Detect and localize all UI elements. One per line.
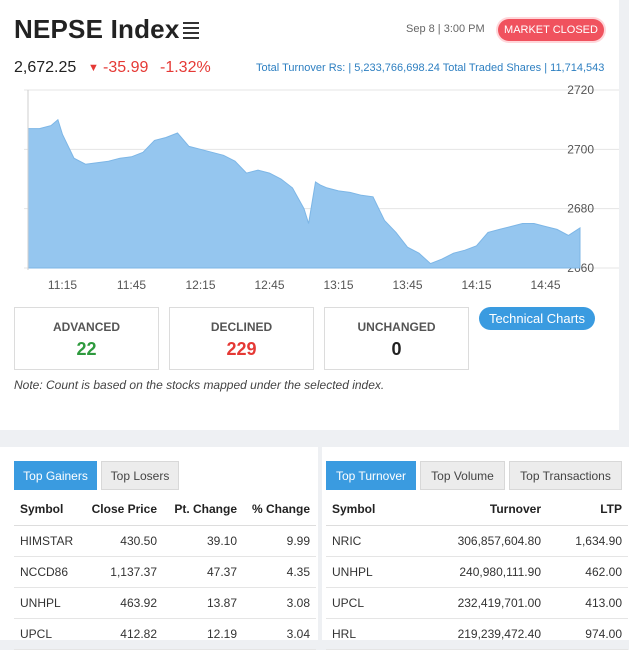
x-tick-label: 12:15 [185,278,215,292]
x-tick-label: 13:45 [392,278,422,292]
menu-icon[interactable] [183,22,199,39]
pct-change-cell: 4.35 [237,556,316,588]
y-tick-label: 2700 [567,142,594,156]
table-row[interactable]: HRL 219,239,472.40 974.00 [326,618,628,650]
turnover-cell: 240,980,111.90 [396,556,541,588]
symbol-cell[interactable]: UNHPL [326,556,396,588]
x-tick-label: 14:15 [461,278,491,292]
index-card: NEPSE Index Sep 8 | 3:00 PM MARKET CLOSE… [0,0,619,430]
turnover-table: Symbol Turnover LTP NRIC 306,857,604.80 … [326,493,628,650]
ltp-cell: 462.00 [541,556,628,588]
ltp-cell: 974.00 [541,618,628,650]
tab-top-volume[interactable]: Top Volume [420,461,505,490]
table-row[interactable]: NCCD86 1,137.37 47.37 4.35 [14,556,316,588]
col-symbol: Symbol [14,493,81,526]
col-symbol: Symbol [326,493,396,526]
turnover-cell: 306,857,604.80 [396,525,541,557]
turnover-summary: Total Turnover Rs: | 5,233,766,698.24 To… [256,62,605,74]
symbol-cell[interactable]: HRL [326,618,396,650]
declined-label: DECLINED [210,320,273,334]
x-tick-label: 13:15 [323,278,353,292]
unchanged-value: 0 [391,339,402,359]
table-header-row: Symbol Close Price Pt. Change % Change [14,493,316,526]
close-price-cell: 430.50 [81,525,157,557]
index-area-series [27,118,581,269]
count-note: Note: Count is based on the stocks mappe… [14,378,385,392]
pt-change-cell: 12.19 [157,618,237,650]
tab-top-transactions[interactable]: Top Transactions [509,461,622,490]
table-row[interactable]: UPCL 232,419,701.00 413.00 [326,587,628,619]
table-row[interactable]: UNHPL 240,980,111.90 462.00 [326,556,628,588]
pt-change-cell: 39.10 [157,525,237,557]
index-value: 2,672.25 [14,59,77,76]
turnover-cell: 219,239,472.40 [396,618,541,650]
symbol-cell[interactable]: UNHPL [14,587,81,619]
col-pct-change: % Change [237,493,316,526]
col-turnover: Turnover [396,493,541,526]
ltp-cell: 413.00 [541,587,628,619]
table-row[interactable]: UNHPL 463.92 13.87 3.08 [14,587,316,619]
table-row[interactable]: NRIC 306,857,604.80 1,634.90 [326,525,628,557]
pct-change-cell: 3.04 [237,618,316,650]
advanced-label: ADVANCED [52,320,121,334]
date-time: Sep 8 | 3:00 PM [406,23,485,35]
table-row[interactable]: UPCL 412.82 12.19 3.04 [14,618,316,650]
advanced-value: 22 [76,339,97,359]
index-change: -35.99 [103,59,149,76]
table-header-row: Symbol Turnover LTP [326,493,628,526]
technical-charts-button[interactable]: Technical Charts [479,307,595,330]
down-arrow-icon: ▼ [88,62,99,74]
x-tick-label: 14:45 [530,278,560,292]
index-change-percent: -1.32% [160,59,211,76]
pt-change-cell: 13.87 [157,587,237,619]
turnover-cell: 232,419,701.00 [396,587,541,619]
declined-box: DECLINED 229 [169,307,314,370]
symbol-cell[interactable]: HIMSTAR [14,525,81,557]
tab-top-gainers[interactable]: Top Gainers [14,461,97,490]
declined-value: 229 [226,339,257,359]
symbol-cell[interactable]: NRIC [326,525,396,557]
pt-change-cell: 47.37 [157,556,237,588]
close-price-cell: 463.92 [81,587,157,619]
tab-top-turnover[interactable]: Top Turnover [326,461,416,490]
unchanged-box: UNCHANGED 0 [324,307,469,370]
x-tick-label: 11:15 [48,278,77,292]
close-price-cell: 1,137.37 [81,556,157,588]
tab-top-losers[interactable]: Top Losers [101,461,179,490]
symbol-cell[interactable]: UPCL [326,587,396,619]
x-tick-label: 12:45 [254,278,284,292]
y-tick-label: 2680 [567,202,594,216]
close-price-cell: 412.82 [81,618,157,650]
gainers-table: Symbol Close Price Pt. Change % Change H… [14,493,316,650]
table-row[interactable]: HIMSTAR 430.50 39.10 9.99 [14,525,316,557]
unchanged-label: UNCHANGED [357,320,436,334]
pct-change-cell: 3.08 [237,587,316,619]
advanced-box: ADVANCED 22 [14,307,159,370]
col-pt-change: Pt. Change [157,493,237,526]
col-ltp: LTP [541,493,628,526]
col-close-price: Close Price [81,493,157,526]
x-tick-label: 11:45 [117,278,146,292]
y-tick-label: 2720 [567,83,594,97]
market-status-badge: MARKET CLOSED [498,19,604,41]
symbol-cell[interactable]: UPCL [14,618,81,650]
pct-change-cell: 9.99 [237,525,316,557]
ltp-cell: 1,634.90 [541,525,628,557]
symbol-cell[interactable]: NCCD86 [14,556,81,588]
page-title: NEPSE Index [14,14,180,44]
